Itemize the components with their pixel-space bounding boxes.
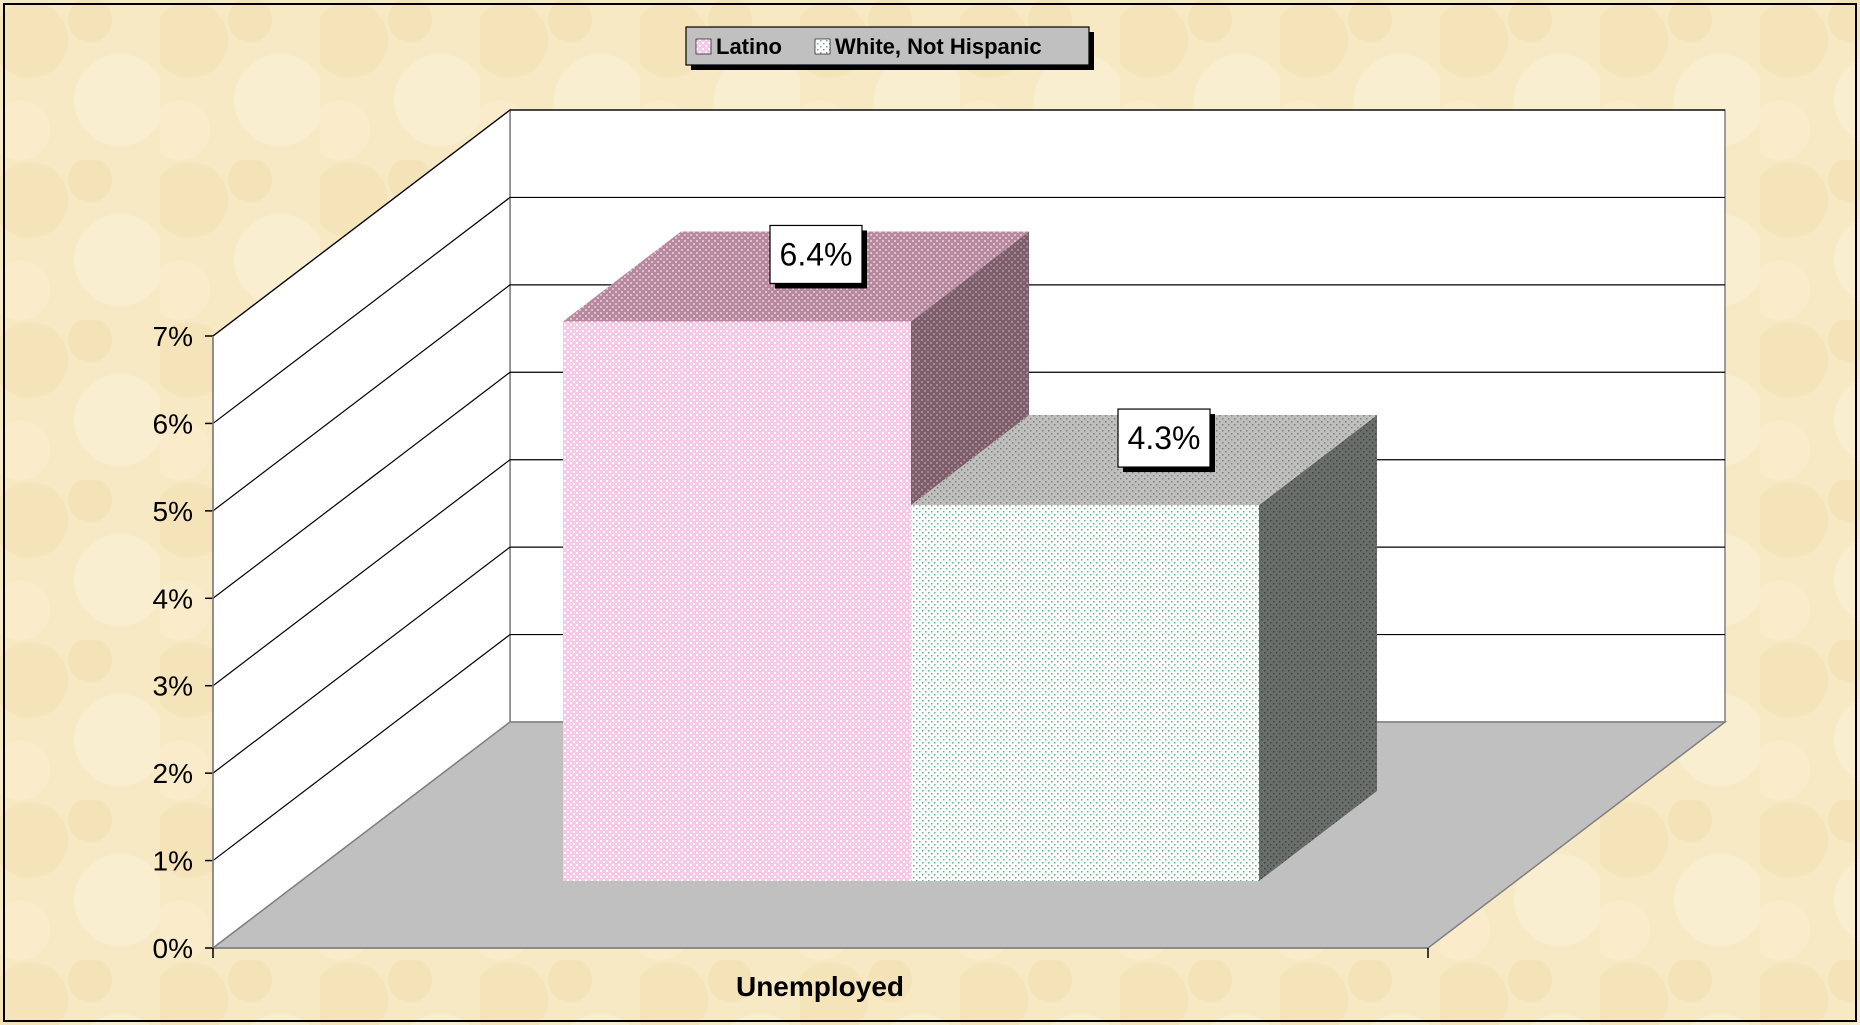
data-label-box [769, 224, 863, 285]
y-tick-label: 0% [153, 933, 193, 964]
bar-white-not-hispanic [911, 415, 1377, 881]
data-label: 6.4% [769, 224, 867, 289]
gridline-side [212, 284, 511, 512]
x-category-label: Unemployed [736, 971, 904, 1002]
legend: Latino White, Not Hispanic [685, 26, 1094, 70]
chart-border [3, 3, 1857, 1022]
legend-box [685, 26, 1090, 66]
legend-entry-label: White, Not Hispanic [835, 34, 1042, 59]
y-tick-label: 2% [153, 758, 193, 789]
gridline-side [212, 459, 511, 687]
gridline-side [212, 109, 511, 337]
data-label-box [1117, 408, 1211, 468]
gridline-side [212, 546, 511, 774]
y-tick-label: 1% [153, 846, 193, 877]
bar-front [911, 505, 1259, 881]
data-label: 4.3% [1117, 408, 1215, 473]
y-tick-label: 7% [153, 321, 193, 352]
bar-front [563, 321, 911, 881]
plot-area: 0% 1% 2% 3% 4% 5% 6% 7% 6.4% 4.3% [153, 108, 1728, 964]
y-tick-label: 6% [153, 408, 193, 439]
data-label-text: 6.4% [780, 236, 853, 272]
gridline-side [212, 634, 511, 862]
gridline-side [212, 371, 511, 599]
legend-swatch [814, 38, 831, 55]
gridline-side [212, 196, 511, 424]
legend-swatch [695, 38, 712, 55]
y-tick-label: 5% [153, 496, 193, 527]
y-tick-label: 3% [153, 671, 193, 702]
data-label-text: 4.3% [1128, 420, 1201, 456]
bar-side [1259, 415, 1377, 881]
y-tick-label: 4% [153, 583, 193, 614]
legend-entry-label: Latino [716, 34, 782, 59]
